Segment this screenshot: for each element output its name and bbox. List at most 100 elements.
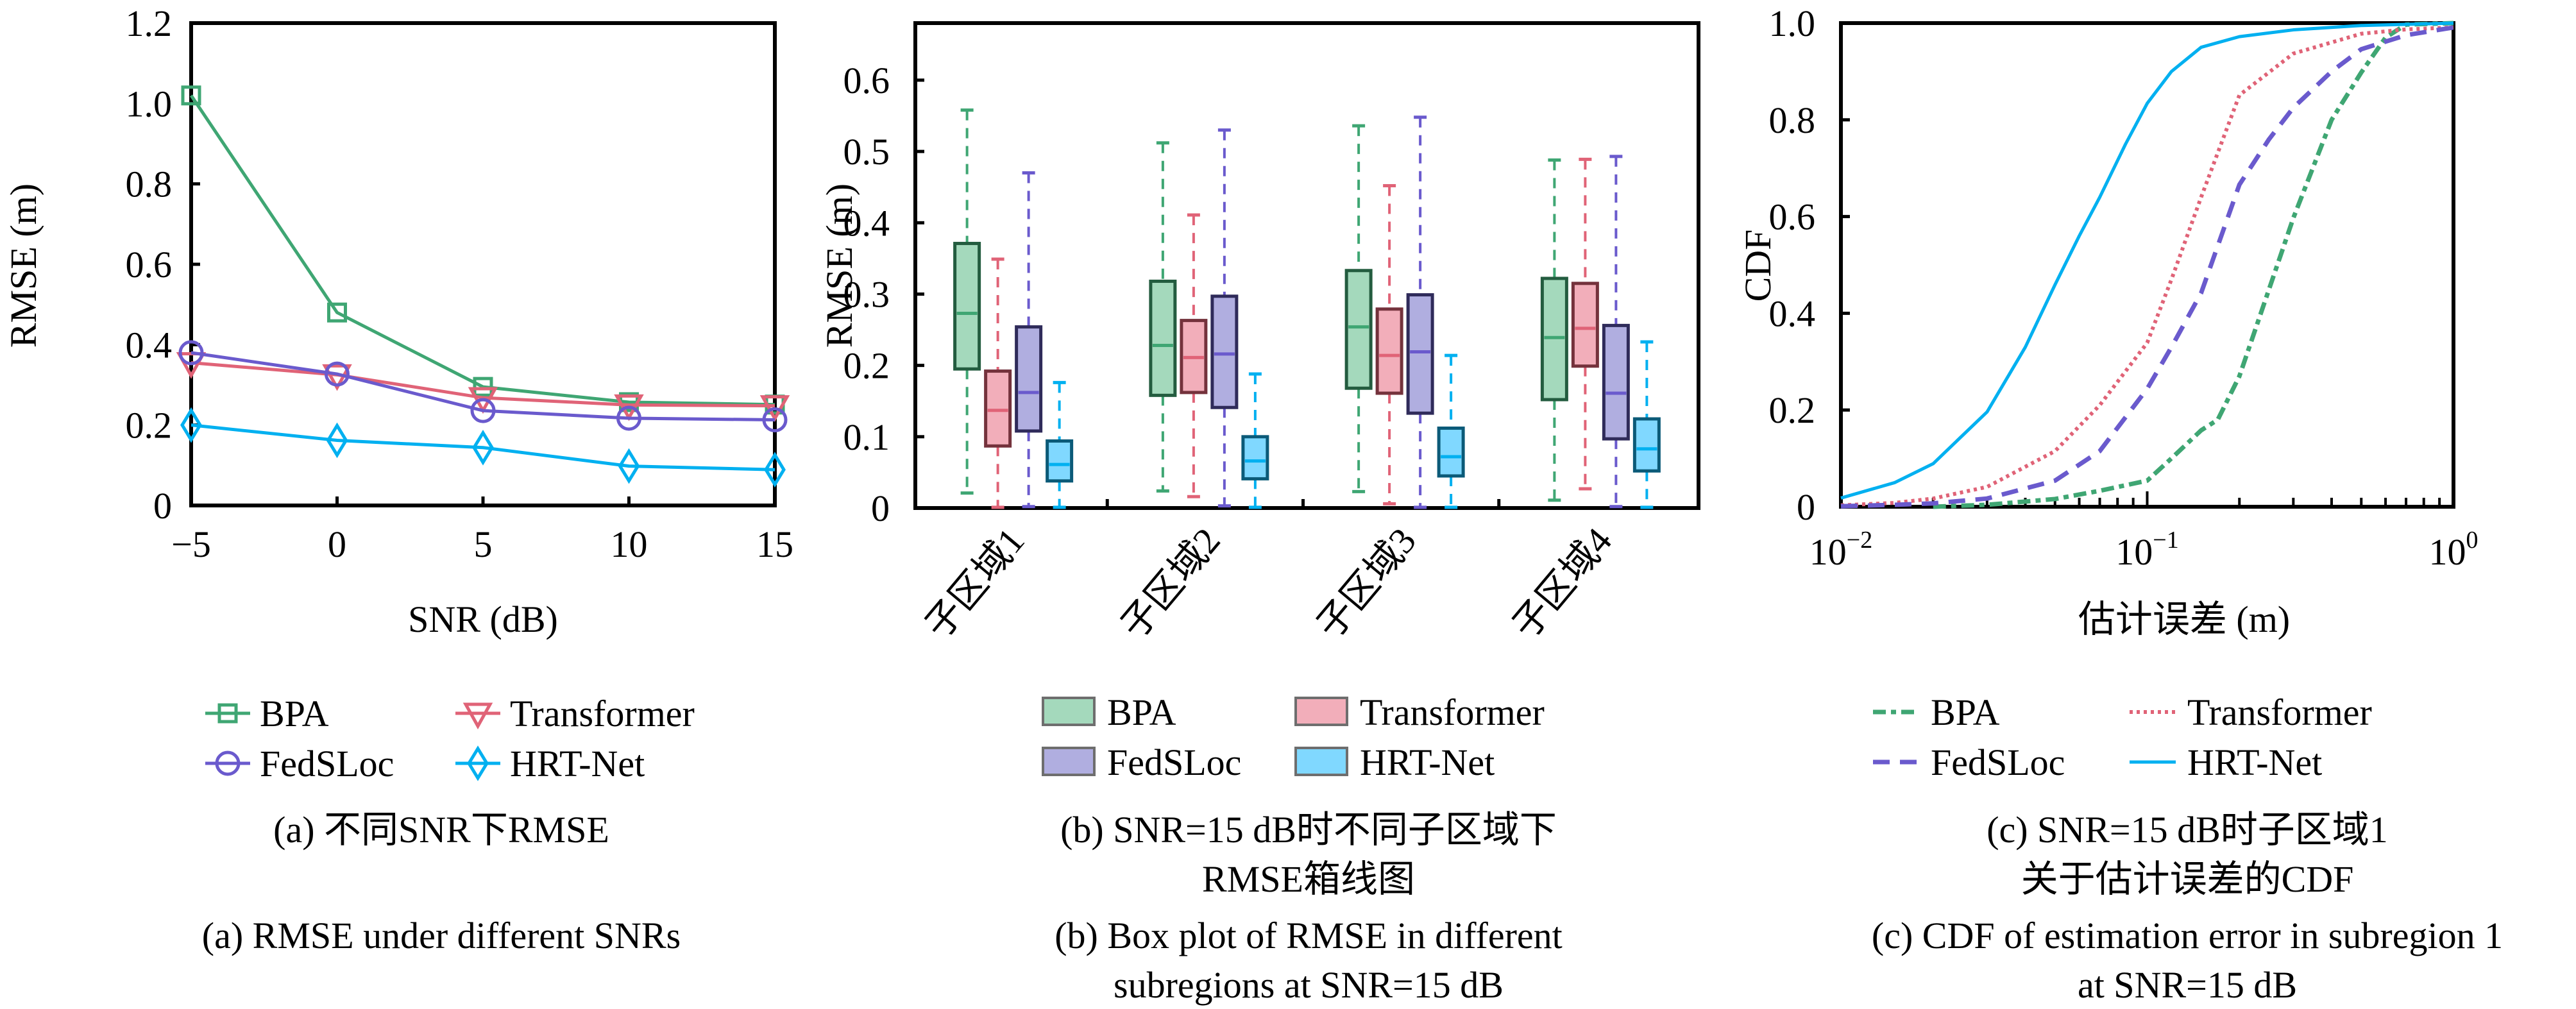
legend-item-fedsloc: FedSLoc: [1042, 742, 1241, 783]
box-transformer-3: [1375, 183, 1403, 505]
y-tick-label: 0.6: [1769, 196, 1816, 238]
series-fedsloc: [178, 340, 788, 433]
y-tick-label: 0.5: [843, 131, 890, 173]
marker-bpa: [181, 85, 201, 106]
marker-fedsloc: [178, 340, 204, 366]
box-bpa-2: [1149, 141, 1177, 493]
box-hrt-net-3: [1437, 353, 1465, 509]
legend-label: HRT-Net: [510, 743, 645, 784]
y-tick-label: 0.3: [843, 273, 890, 315]
legend-label: FedSLoc: [1107, 742, 1241, 783]
tick-exponent: −2: [1847, 527, 1872, 554]
cdf-line-fedsloc: [1840, 25, 2454, 509]
legend-marker: [217, 703, 238, 724]
x-tick-label: 5: [474, 523, 493, 565]
legend-item-hrt-net: HRT-Net: [1294, 742, 1495, 783]
box-fedsloc-1: [1015, 171, 1043, 509]
panel-b-caption-en-line2: subregions at SNR=15 dB: [1114, 964, 1504, 1006]
cdf-line-bpa: [1933, 21, 2454, 509]
panel-b-y-axis-label: RMSE (m): [818, 183, 860, 348]
panel-a-caption-en: (a) RMSE under different SNRs: [202, 915, 681, 956]
marker-transformer: [614, 394, 644, 421]
legend-label: BPA: [1931, 691, 2000, 733]
legend-marker: [462, 702, 493, 730]
panel-b-caption-cn-line2: RMSE箱线图: [1202, 858, 1415, 900]
legend-label: Transformer: [2187, 691, 2372, 733]
legend-marker: [215, 750, 241, 776]
legend-item-bpa: BPA: [1042, 691, 1176, 733]
panel-c-frame: [1839, 21, 2455, 509]
legend-item-bpa: BPA: [205, 693, 329, 734]
box-fedsloc-4: [1602, 155, 1630, 509]
box-iqr: [1602, 323, 1630, 441]
y-tick-label: 0: [1797, 486, 1815, 528]
box-transformer-2: [1180, 213, 1208, 498]
x-tick-label: 10−1: [2115, 527, 2178, 573]
x-tick-label: 15: [756, 523, 793, 565]
legend-marker: [467, 745, 489, 781]
box-fedsloc-3: [1406, 115, 1434, 509]
legend-label: FedSLoc: [1931, 742, 2065, 783]
box-iqr: [1375, 307, 1403, 395]
legend-item-transformer: Transformer: [1294, 691, 1545, 733]
tick-base: 10: [2115, 531, 2153, 573]
panel-b-plot-area: 0 0.1 0.2 0.3 0.4 0.5 0.6 子区域1 子区域2 子区域3 子区域4: [843, 21, 1700, 647]
box-hrt-net-1: [1046, 380, 1074, 509]
line-fedsloc: [191, 351, 775, 422]
marker-hrt-net: [180, 407, 202, 443]
legend-label: HRT-Net: [2187, 742, 2322, 783]
legend-item-bpa: BPA: [1873, 691, 2000, 733]
x-tick-label-3: 子区域3: [1309, 520, 1424, 647]
legend-item-hrt-net: HRT-Net: [455, 743, 645, 784]
panel-a-plot-area: 00.20.40.60.81.01.2−5 0 5 10 15: [126, 3, 794, 565]
cdf-line-hrt-net: [1840, 21, 2454, 500]
panel-a-x-axis-label: SNR (dB): [408, 598, 558, 640]
panel-c-caption-en-line1: (c) CDF of estimation error in subregion…: [1872, 915, 2503, 956]
marker-transformer: [759, 395, 790, 422]
box-hrt-net-4: [1632, 340, 1661, 509]
legend-label: BPA: [260, 693, 329, 734]
y-tick-label: 0.6: [126, 244, 173, 285]
panel-c-y-axis-label: CDF: [1737, 230, 1779, 302]
panel-a-caption-cn: (a) 不同SNR下RMSE: [273, 809, 609, 851]
marker-transformer: [468, 387, 498, 414]
panel-c-caption-en-line2: at SNR=15 dB: [2078, 964, 2297, 1006]
box-iqr: [1149, 279, 1177, 397]
tick-base: 10: [2429, 531, 2466, 573]
y-tick-label: 0.4: [843, 202, 890, 244]
box-transformer-4: [1571, 157, 1599, 491]
box-iqr: [984, 369, 1012, 448]
panel-b-boxplot: 0 0.1 0.2 0.3 0.4 0.5 0.6 子区域1 子区域2 子区域3 子区域4 RMSE…: [818, 21, 1700, 1006]
y-tick-label: 0.4: [1769, 293, 1816, 334]
legend-item-fedsloc: FedSLoc: [1873, 742, 2065, 783]
marker-hrt-net: [618, 448, 640, 484]
marker-fedsloc: [470, 398, 496, 423]
x-tick-label: 10−2: [1809, 527, 1872, 573]
marker-fedsloc: [616, 405, 641, 431]
y-tick-label: 0: [871, 488, 890, 529]
line-bpa: [189, 94, 775, 407]
legend-swatch: [1042, 747, 1096, 776]
legend-swatch: [1042, 697, 1096, 726]
legend-label: HRT-Net: [1360, 742, 1495, 783]
box-iqr: [953, 242, 981, 371]
line-transformer: [191, 361, 775, 408]
series-hrt-net: [180, 407, 786, 488]
y-tick-label: 0.8: [1769, 99, 1816, 141]
marker-fedsloc: [762, 407, 788, 433]
marker-fedsloc: [325, 361, 350, 387]
legend-swatch: [1294, 747, 1348, 776]
y-tick-label: 1.0: [1769, 3, 1816, 44]
tick-base: 10: [1809, 531, 1847, 573]
y-tick-label: 0.2: [126, 405, 173, 446]
legend-item-fedsloc: FedSLoc: [205, 743, 394, 784]
y-tick-label: 0.6: [843, 60, 890, 101]
panel-a-legend: BPA Transformer FedSLoc HRT-Net: [205, 693, 695, 784]
y-tick-label: 1.2: [126, 3, 173, 44]
y-tick-label: 0.1: [843, 416, 890, 458]
legend-swatch: [1294, 697, 1348, 726]
panel-b-caption-en-line1: (b) Box plot of RMSE in different: [1055, 915, 1563, 956]
x-tick-label: 10: [611, 523, 648, 565]
x-tick-label: 0: [328, 523, 346, 565]
